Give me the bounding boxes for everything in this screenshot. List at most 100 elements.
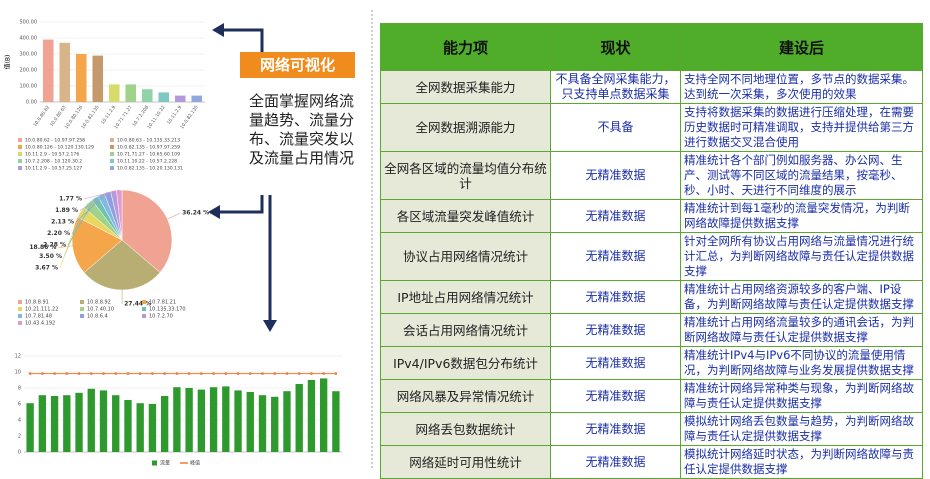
line-point xyxy=(41,372,44,375)
table-cell: 针对全网所有协议占用网络与流量情况进行统计汇总，为判断网络故障与责任认定提供数据… xyxy=(680,232,923,281)
bar xyxy=(124,400,132,452)
y-tick-label: 10 xyxy=(15,370,21,376)
legend-label: 10.43.4.192 xyxy=(25,321,55,327)
bar xyxy=(307,380,316,452)
legend-label: 10.21.111.22 xyxy=(25,307,58,313)
bar xyxy=(42,39,54,102)
legend-swatch xyxy=(110,159,114,163)
data-label: 2.13 % xyxy=(51,219,74,226)
legend-swatch xyxy=(110,166,114,170)
legend-swatch xyxy=(142,314,146,318)
legend-swatch xyxy=(110,138,114,142)
y-tick-label: 8 xyxy=(18,386,21,392)
table-cell: 模拟统计网络延时状态，为判断网络故障与责任认定提供数据支撑 xyxy=(680,445,923,479)
legend-swatch xyxy=(80,307,84,311)
data-label: 1.89 % xyxy=(55,207,78,214)
table-cell: 模拟统计网络丢包数量与趋势，为判断网络故障与责任认定提供数据支撑 xyxy=(680,412,923,446)
x-tick-label: 10.11.2.9 xyxy=(100,104,117,125)
bar xyxy=(158,92,170,102)
legend-label: 10.71.71.27 - 10.65.60.109 xyxy=(117,152,180,158)
legend-swatch xyxy=(18,145,22,149)
line-point xyxy=(102,372,105,375)
line-point xyxy=(200,372,203,375)
line-point xyxy=(224,372,228,375)
table-cell: 网络风暴及异常情况统计 xyxy=(380,379,551,413)
line-point xyxy=(187,372,191,375)
bar xyxy=(148,404,157,452)
legend-label: 10.8.8.92 xyxy=(87,300,111,306)
legend-label: 10.7.81.48 xyxy=(25,314,52,320)
line-point xyxy=(53,372,56,375)
table-row: 全网各区域的流量均值分布统计 无精准数据 精准统计各个部门例如服务器、办公网、生产、… xyxy=(380,151,923,200)
line-point xyxy=(322,372,325,375)
table-cell: 会话占用网络情况统计 xyxy=(380,313,551,347)
table-row: 各区域流量突发峰值统计 无精准数据 精准统计到每1毫秒的流量突发情况，为判断网络故障… xyxy=(380,199,923,233)
data-label: 3.67 % xyxy=(35,265,58,272)
bar xyxy=(191,95,203,102)
bar xyxy=(332,391,340,452)
bar xyxy=(50,396,59,452)
bar xyxy=(258,395,267,452)
legend-swatch xyxy=(142,300,146,304)
arrow-head xyxy=(212,23,224,37)
table-cell: 网络延时可用性统计 xyxy=(380,445,551,479)
legend-label: 10.0.80.63 - 10.135.33.213 xyxy=(117,138,180,144)
bar xyxy=(136,403,144,452)
table-row: 网络延时可用性统计 无精准数据 模拟统计网络延时状态，为判断网络故障与责任认定提供数… xyxy=(380,445,923,479)
line-point xyxy=(114,372,118,375)
legend-label: 10.135.33.170 xyxy=(149,307,186,313)
leader-line xyxy=(67,197,96,246)
table-row: 全网数据采集能力 不具备全网采集能力，只支持单点数据采集 支持全网不同地理位置，多节… xyxy=(380,70,923,104)
legend-label: 10.7.2.70 xyxy=(149,314,173,320)
line-point xyxy=(248,372,252,375)
bar xyxy=(26,403,34,452)
line-point xyxy=(126,372,130,375)
x-tick-label: 10.11.2.9 xyxy=(166,104,183,125)
bar xyxy=(173,387,181,452)
legend-swatch xyxy=(18,300,22,304)
table-row: 会话占用网络情况统计 无精准数据 精准统计占用网络流量较多的通讯会话，为判断网络故障… xyxy=(380,313,923,347)
legend-label: 10.0.80.126 - 10.120.130.129 xyxy=(25,145,94,151)
header-cell: 建设后 xyxy=(680,23,923,71)
line-point xyxy=(65,372,69,375)
callout-title: 网络可视化 xyxy=(240,52,355,78)
pie-slice xyxy=(116,189,123,241)
table-cell: IP地址占用网络情况统计 xyxy=(380,280,551,314)
data-label: 36.24 % xyxy=(182,210,209,217)
y-tick-label: 0.00 xyxy=(26,100,37,106)
y-tick-label: 500.00 xyxy=(20,20,38,26)
bar xyxy=(271,396,279,452)
leader-line xyxy=(63,203,88,257)
legend-swatch xyxy=(80,300,84,304)
line-point xyxy=(28,372,32,375)
header-row: 能力项 现状 建设后 xyxy=(380,23,923,71)
line-point xyxy=(212,372,215,375)
arrow xyxy=(218,195,264,214)
bar xyxy=(234,390,242,452)
line-point xyxy=(77,372,81,375)
bar xyxy=(209,387,218,452)
line-point xyxy=(261,372,264,375)
pie-slice xyxy=(71,216,123,273)
legend-swatch xyxy=(110,145,114,149)
legend-label: 10.0.82.135 - 10.20.130.131 xyxy=(117,166,183,172)
table-cell: 精准统计到每1毫秒的流量突发情况，为判断网络故障提供数据支撑 xyxy=(680,199,923,233)
table-cell: 无精准数据 xyxy=(550,379,681,413)
callout-text: 全面掌握网络流量趋势、流量分布、流量突发以及流量占用情况 xyxy=(249,92,355,167)
y-tick-label: 4 xyxy=(18,418,21,424)
bar xyxy=(185,388,193,452)
table-row: 网络丢包数据统计 无精准数据 模拟统计网络丢包数量与趋势，为判断网络故障与责任认定提… xyxy=(380,412,923,446)
y-tick-label: 200.00 xyxy=(20,68,38,74)
table-cell: 全网数据溯源能力 xyxy=(380,103,551,152)
leader-line xyxy=(167,212,181,220)
bar xyxy=(197,389,206,452)
legend-swatch xyxy=(18,314,22,318)
line-point xyxy=(151,372,154,375)
bar xyxy=(319,378,328,452)
bar xyxy=(125,84,137,102)
table-cell: 无精准数据 xyxy=(550,151,681,200)
legend-label: 10.0.80.62 - 10.97.97.258 xyxy=(25,138,85,144)
table-cell: 支持全网不同地理位置，多节点的数据采集。达到统一次采集，多次使用的效果 xyxy=(680,70,923,104)
table-cell: 无精准数据 xyxy=(550,199,681,233)
legend-swatch xyxy=(18,152,22,156)
